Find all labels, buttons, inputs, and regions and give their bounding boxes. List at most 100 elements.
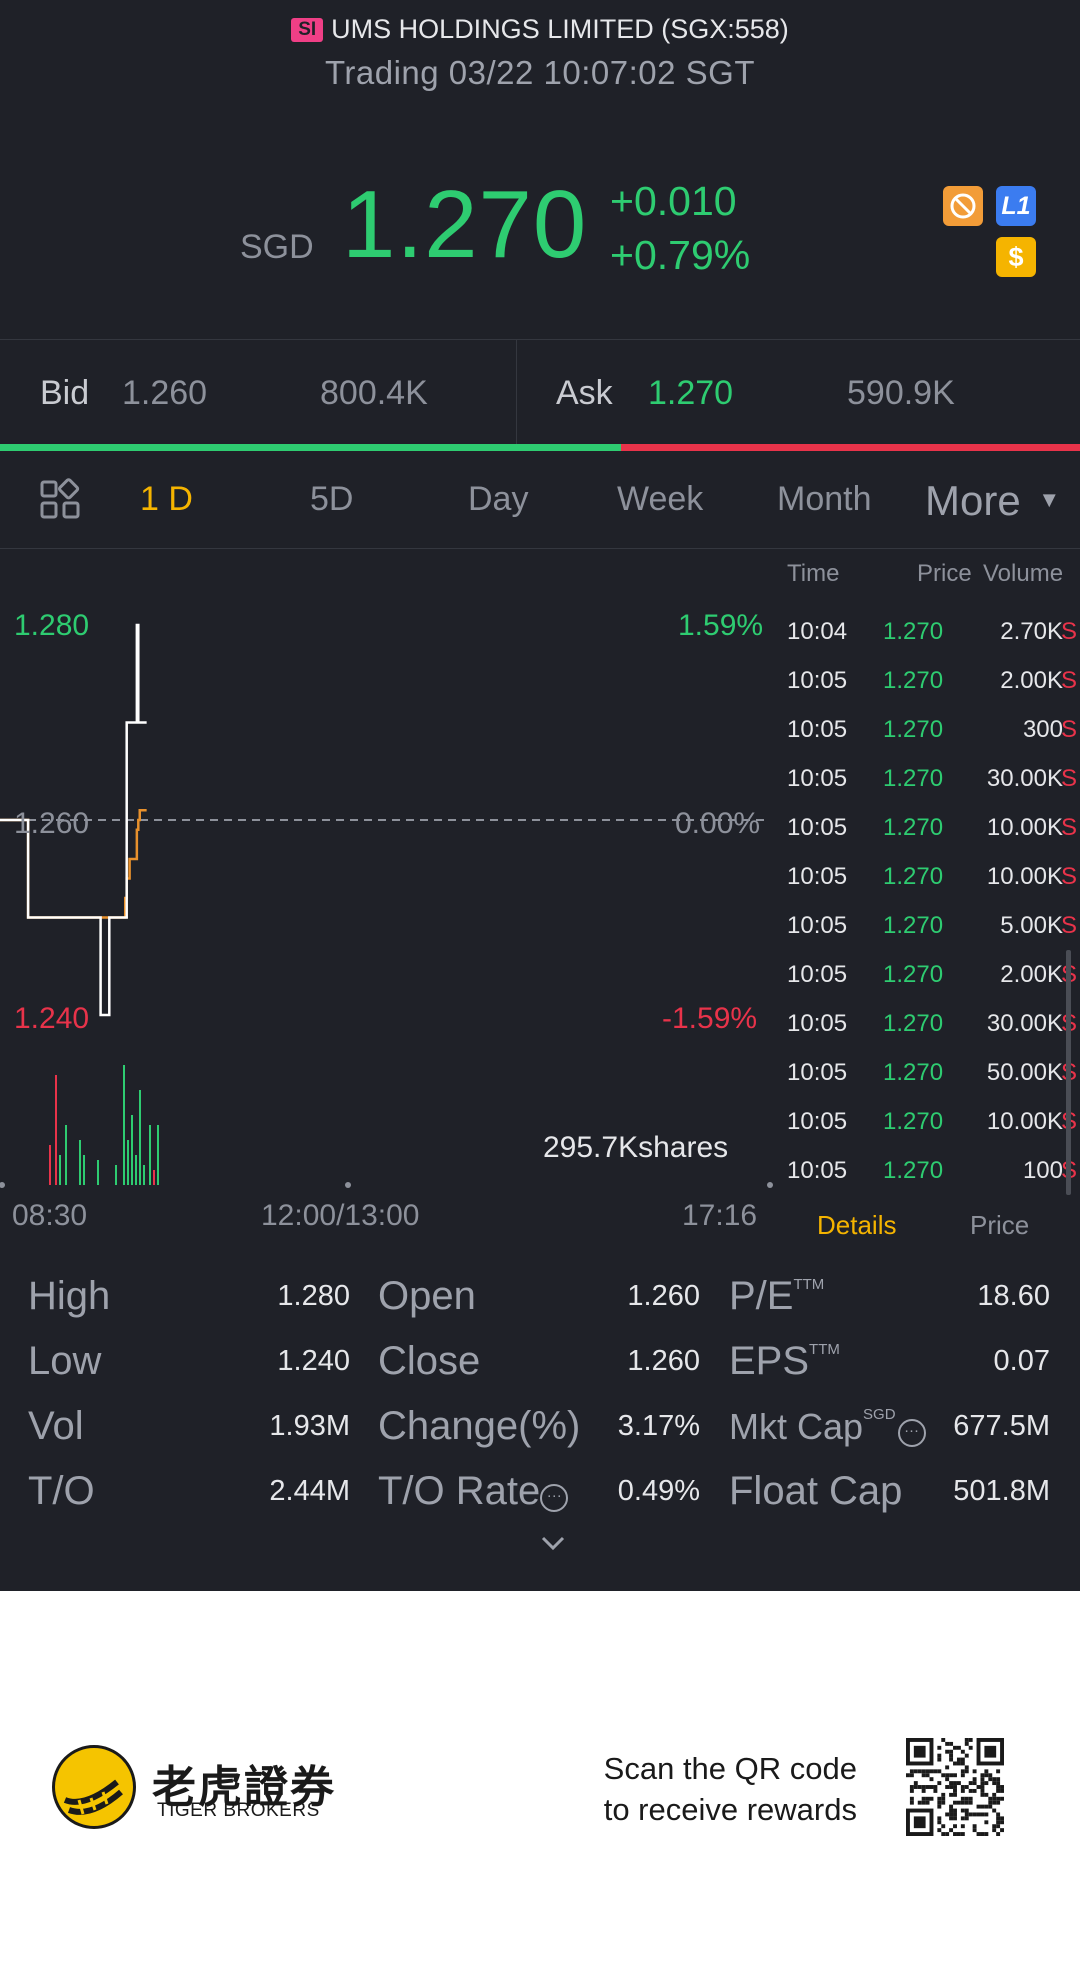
- bid-size: 800.4K: [320, 374, 428, 412]
- tab-5d[interactable]: 5D: [310, 480, 354, 518]
- expand-chevron-icon[interactable]: [538, 1534, 568, 1554]
- dollar-icon[interactable]: $: [996, 237, 1036, 277]
- stat-open-label: Open: [378, 1274, 476, 1318]
- tick-time: 10:05: [787, 1157, 848, 1184]
- tick-price: 1.270: [883, 1010, 944, 1037]
- bid-ask-separator: [516, 340, 517, 446]
- tick-side: S: [1060, 716, 1077, 743]
- trading-status: Trading 03/22 10:07:02 SGT: [324, 54, 756, 91]
- stat-mktcap-text: Mkt Cap: [729, 1406, 864, 1447]
- tick-price: 1.270: [883, 1157, 944, 1184]
- stat-close-label: Close: [378, 1339, 481, 1383]
- stat-torate: 0.49%: [617, 1475, 700, 1507]
- tick-time: 10:05: [787, 912, 848, 939]
- last-price: 1.270: [342, 171, 588, 278]
- tick-side: S: [1060, 814, 1077, 841]
- tick-volume: 5.00K: [1000, 912, 1063, 939]
- tab-week[interactable]: Week: [617, 480, 704, 518]
- caret-down-icon: ▼: [1038, 487, 1061, 512]
- stat-low-label: Low: [28, 1339, 102, 1383]
- stat-close: 1.260: [627, 1345, 700, 1377]
- tab-details[interactable]: Details: [817, 1210, 897, 1240]
- stat-mktcap: 677.5M: [953, 1410, 1050, 1442]
- currency-superscript: SGD: [863, 1406, 896, 1423]
- divider: [0, 339, 1080, 340]
- tick-time: 10:05: [787, 863, 848, 890]
- info-icon[interactable]: ···: [540, 1484, 569, 1512]
- tick-volume: 10.00K: [986, 1108, 1063, 1135]
- stat-high: 1.280: [277, 1280, 350, 1312]
- stat-vol-label: Vol: [28, 1404, 84, 1448]
- tick-time: 10:05: [787, 1010, 848, 1037]
- stat-mktcap-label: Mkt CapSGD···: [729, 1406, 926, 1448]
- no-shorting-icon[interactable]: [943, 186, 983, 226]
- y-tick-bottom: 1.240: [14, 1002, 90, 1035]
- stat-to-label: T/O: [28, 1469, 95, 1513]
- tick-price: 1.270: [883, 765, 944, 792]
- x-tick-open: 08:30: [12, 1199, 88, 1232]
- stat-vol: 1.93M: [269, 1410, 350, 1442]
- tick-volume: 2.00K: [1000, 961, 1063, 988]
- info-icon[interactable]: ···: [897, 1419, 926, 1447]
- tick-price: 1.270: [883, 1059, 944, 1086]
- axis-dot: [345, 1182, 351, 1188]
- tick-header-volume: Volume: [983, 560, 1064, 587]
- tick-time: 10:05: [787, 1108, 848, 1135]
- layout-grid-icon[interactable]: [40, 478, 82, 522]
- stat-eps-text: EPS: [729, 1339, 810, 1383]
- tick-side: S: [1060, 765, 1077, 792]
- tick-header-price: Price: [917, 560, 972, 587]
- tick-volume: 30.00K: [986, 1010, 1063, 1037]
- tick-price: 1.270: [883, 667, 944, 694]
- intraday-chart[interactable]: [0, 560, 780, 1200]
- axis-dot: [0, 1182, 5, 1188]
- tick-price: 1.270: [883, 961, 944, 988]
- tab-more-label: More: [925, 477, 1021, 524]
- tab-month[interactable]: Month: [777, 480, 872, 518]
- pct-tick-top: 1.59%: [678, 609, 764, 642]
- ask-price[interactable]: 1.270: [648, 374, 734, 412]
- tick-price: 1.270: [883, 1108, 944, 1135]
- tab-1d[interactable]: 1 D: [140, 480, 193, 518]
- stat-low: 1.240: [277, 1345, 350, 1377]
- tab-price[interactable]: Price: [970, 1210, 1030, 1240]
- bid-price[interactable]: 1.260: [122, 374, 208, 412]
- tick-row: 10:05 1.270 300 S: [787, 716, 1077, 765]
- tab-day[interactable]: Day: [468, 480, 529, 518]
- stat-torate-text: T/O Rate: [378, 1469, 541, 1513]
- ttm-superscript: TTM: [809, 1341, 840, 1358]
- tick-time: 10:05: [787, 814, 848, 841]
- tick-price: 1.270: [883, 912, 944, 939]
- stat-eps: 0.07: [993, 1345, 1050, 1377]
- tick-row: 10:05 1.270 5.00K S: [787, 912, 1077, 961]
- tick-side: S: [1060, 618, 1077, 645]
- x-tick-lunch: 12:00/13:00: [261, 1199, 420, 1232]
- y-tick-top: 1.280: [14, 609, 90, 642]
- tick-time: 10:05: [787, 716, 848, 743]
- tick-volume: 2.70K: [1000, 618, 1063, 645]
- ask-label: Ask: [556, 374, 613, 412]
- qr-code-image[interactable]: [906, 1738, 1004, 1836]
- level1-icon[interactable]: L1: [996, 186, 1036, 226]
- tick-volume: 10.00K: [986, 863, 1063, 890]
- tick-volume: 30.00K: [986, 765, 1063, 792]
- volume-label: 295.7Kshares: [543, 1131, 729, 1164]
- stat-floatcap: 501.8M: [953, 1475, 1050, 1507]
- tick-time: 10:05: [787, 667, 848, 694]
- pct-tick-bottom: -1.59%: [662, 1002, 758, 1035]
- tick-row: 10:051.270100S: [787, 1157, 1077, 1206]
- tick-scrollbar[interactable]: [1066, 950, 1071, 1195]
- price-change-pct: +0.79%: [610, 232, 751, 278]
- tab-more[interactable]: More ▼: [925, 477, 1060, 525]
- tick-time: 10:05: [787, 1059, 848, 1086]
- tick-header-time: Time: [787, 560, 840, 587]
- stat-pe-label: P/ETTM: [729, 1274, 824, 1319]
- tick-volume: 300: [1022, 716, 1063, 743]
- stat-eps-label: EPSTTM: [729, 1339, 840, 1384]
- ask-size: 590.9K: [847, 374, 955, 412]
- tick-volume: 10.00K: [986, 814, 1063, 841]
